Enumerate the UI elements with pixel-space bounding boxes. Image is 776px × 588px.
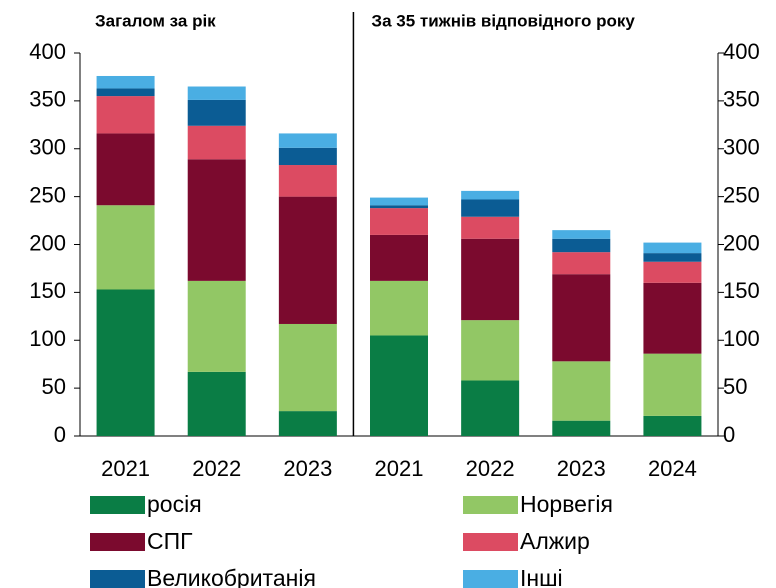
bar-segment <box>96 289 155 436</box>
bar-segment <box>370 234 428 281</box>
x-tick-label: 2023 <box>283 456 332 481</box>
bar-segment <box>461 216 520 239</box>
bar-segment <box>552 274 611 362</box>
bar-segment <box>96 88 155 97</box>
bar-segment <box>370 280 428 336</box>
bar-segment <box>187 125 246 160</box>
y-tick-label: 350 <box>29 87 66 112</box>
bar-segment <box>643 415 702 436</box>
y-tick-label: 50 <box>42 374 66 399</box>
bar-segment <box>96 96 155 134</box>
bar-segment <box>370 208 428 235</box>
bar-segment <box>461 190 520 200</box>
y2-tick-label: 250 <box>723 182 760 207</box>
bar-segment <box>552 252 611 275</box>
bar-segment <box>643 353 702 416</box>
x-tick-label: 2022 <box>466 456 515 481</box>
bar-segment <box>96 133 155 206</box>
legend-label: росія <box>147 491 202 517</box>
y-tick-label: 200 <box>29 230 66 255</box>
group-title: Загалом за рік <box>95 11 216 30</box>
bar-segment <box>643 242 702 254</box>
bar-segment <box>461 238 520 321</box>
y-tick-label: 300 <box>29 135 66 160</box>
y-tick-label: 400 <box>29 39 66 64</box>
y2-tick-label: 0 <box>723 422 735 447</box>
y2-tick-label: 50 <box>723 374 747 399</box>
bar-segment <box>552 420 611 436</box>
y-tick-label: 0 <box>54 422 66 447</box>
bar-segment <box>552 230 611 239</box>
x-tick-label: 2023 <box>557 456 606 481</box>
bar-segment <box>643 261 702 283</box>
bar-segment <box>187 86 246 100</box>
bar-segment <box>96 205 155 290</box>
bar-segment <box>370 197 428 206</box>
legend-swatch <box>463 570 518 588</box>
x-tick-label: 2021 <box>375 456 424 481</box>
group-title: За 35 тижнів відповідного року <box>371 11 635 30</box>
legend-swatch <box>90 496 145 514</box>
bar-segment <box>278 133 337 148</box>
bar-segment <box>461 199 520 217</box>
y2-tick-label: 150 <box>723 278 760 303</box>
legend-label: СПГ <box>147 528 193 554</box>
bar-segment <box>187 99 246 126</box>
bar-segment <box>552 361 611 421</box>
x-tick-label: 2024 <box>648 456 697 481</box>
bar-segment <box>278 411 337 436</box>
legend-label: Норвегія <box>520 491 613 517</box>
x-tick-label: 2022 <box>192 456 241 481</box>
bar-segment <box>552 238 611 253</box>
bar-segment <box>96 75 155 89</box>
legend-swatch <box>90 533 145 551</box>
bar-segment <box>643 253 702 262</box>
bar-segment <box>278 196 337 324</box>
bar-segment <box>278 147 337 166</box>
bar-segment <box>461 380 520 436</box>
legend-swatch <box>90 570 145 588</box>
y-tick-label: 100 <box>29 326 66 351</box>
bar-segment <box>370 205 428 209</box>
legend-label: Алжир <box>520 528 590 554</box>
bar-segment <box>278 165 337 197</box>
bar-segment <box>370 335 428 436</box>
bar-segment <box>187 280 246 372</box>
bar-segment <box>461 320 520 381</box>
legend-swatch <box>463 533 518 551</box>
y-tick-label: 250 <box>29 182 66 207</box>
y2-tick-label: 400 <box>723 39 760 64</box>
y2-tick-label: 300 <box>723 135 760 160</box>
bar-segment <box>187 371 246 436</box>
x-tick-label: 2021 <box>101 456 150 481</box>
legend-swatch <box>463 496 518 514</box>
bar-segment <box>278 323 337 412</box>
legend-label: Великобританія <box>147 565 316 588</box>
y2-tick-label: 200 <box>723 230 760 255</box>
bar-segment <box>187 159 246 281</box>
y2-tick-label: 350 <box>723 87 760 112</box>
legend-label: Інші <box>520 565 563 588</box>
y-tick-label: 150 <box>29 278 66 303</box>
bar-segment <box>643 282 702 354</box>
y2-tick-label: 100 <box>723 326 760 351</box>
